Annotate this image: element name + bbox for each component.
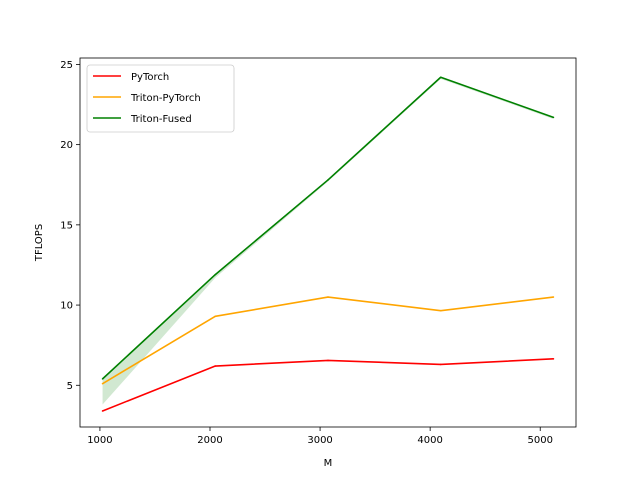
point-series-0 xyxy=(101,410,104,412)
y-tick-label: 10 xyxy=(60,301,73,312)
y-axis-ticks: 5 10 15 20 25 xyxy=(60,60,80,392)
point-series-0 xyxy=(552,358,555,360)
point-series-2 xyxy=(552,116,555,119)
point-series-1 xyxy=(552,296,555,298)
legend-label: Triton-PyTorch xyxy=(130,93,201,104)
point-series-2 xyxy=(214,273,217,276)
point-series-0 xyxy=(439,363,442,366)
point-series-2 xyxy=(439,76,442,79)
x-tick-label: 5000 xyxy=(527,435,552,446)
point-series-2 xyxy=(101,378,104,380)
x-tick-label: 4000 xyxy=(417,435,442,446)
x-tick-label: 1000 xyxy=(87,435,112,446)
point-series-1 xyxy=(214,315,217,318)
legend-box xyxy=(86,64,235,133)
legend-label: PyTorch xyxy=(131,72,169,83)
plot-frame xyxy=(79,57,577,428)
point-series-1 xyxy=(439,309,442,312)
y-tick-label: 25 xyxy=(60,60,73,71)
series-lines xyxy=(101,76,555,412)
y-axis-label: TFLOPS xyxy=(34,224,45,262)
legend-label: Triton-Fused xyxy=(130,114,192,125)
x-tick-label: 3000 xyxy=(307,435,332,446)
point-series-1 xyxy=(101,382,104,385)
y-tick-label: 15 xyxy=(60,220,73,231)
point-series-1 xyxy=(327,296,329,298)
legend: PyTorch Triton-PyTorch Triton-Fused xyxy=(86,64,235,133)
point-series-0 xyxy=(214,365,217,367)
point-series-0 xyxy=(327,359,329,362)
y-tick-label: 20 xyxy=(60,140,73,151)
x-tick-label: 2000 xyxy=(197,435,222,446)
y-tick-label: 5 xyxy=(67,381,73,392)
x-axis-ticks: 1000 2000 3000 4000 5000 xyxy=(87,427,553,446)
x-axis-label: M xyxy=(324,458,333,469)
point-series-2 xyxy=(327,179,329,181)
